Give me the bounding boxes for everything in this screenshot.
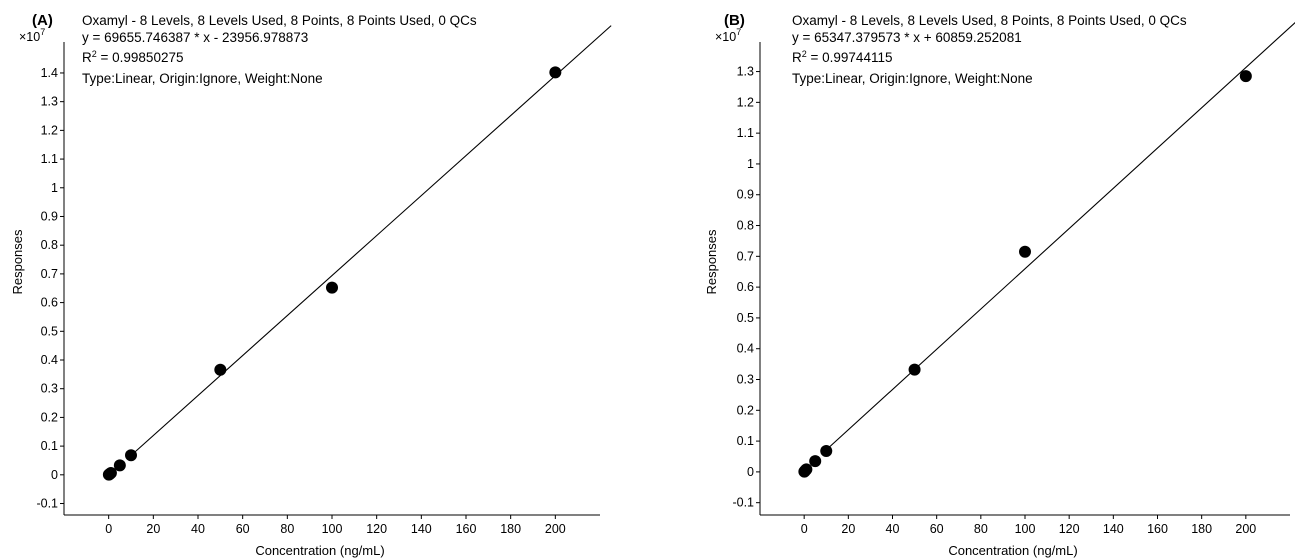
- y-tick-label: 0.7: [41, 267, 58, 281]
- r-squared: R2 = 0.99850275: [82, 49, 183, 65]
- x-tick-label: 40: [191, 522, 205, 536]
- y-tick-label: 0.3: [737, 373, 754, 387]
- x-tick-label: 120: [366, 522, 387, 536]
- data-point: [800, 463, 813, 476]
- panel-a: (A) Oxamyl - 8 Levels, 8 Levels Used, 8 P…: [10, 12, 612, 558]
- y-tick-label: -0.1: [36, 497, 58, 511]
- y-tick-label: 0.4: [737, 342, 754, 356]
- data-point: [113, 459, 126, 472]
- r-squared-symbol: R: [82, 50, 92, 65]
- y-tick-label: -0.1: [732, 496, 754, 510]
- axis-multiplier-exponent: 7: [40, 27, 45, 37]
- y-axis-title: Responses: [10, 229, 25, 295]
- y-tick-label: 0.2: [737, 403, 754, 417]
- regression-line: [825, 21, 1295, 451]
- y-tick-label: 0.5: [41, 324, 58, 338]
- y-tick-label: 1.4: [41, 66, 58, 80]
- data-point: [1239, 70, 1252, 83]
- r-squared-superscript: 2: [802, 49, 807, 59]
- y-tick-label: 0.1: [41, 439, 58, 453]
- y-tick-label: 0.8: [41, 238, 58, 252]
- data-point: [549, 66, 562, 79]
- x-tick-label: 160: [456, 522, 477, 536]
- regression-line: [130, 25, 612, 456]
- chart-title: Oxamyl - 8 Levels, 8 Levels Used, 8 Poin…: [792, 13, 1187, 28]
- x-tick-label: 160: [1147, 522, 1168, 536]
- panel-label: (A): [32, 12, 53, 29]
- x-tick-label: 80: [974, 522, 988, 536]
- x-axis-title: Concentration (ng/mL): [255, 543, 384, 558]
- y-tick-label: 0.8: [737, 219, 754, 233]
- r-squared-value: = 0.99850275: [97, 50, 184, 65]
- y-tick-label: 1.2: [737, 95, 754, 109]
- x-tick-label: 100: [322, 522, 343, 536]
- data-point: [1019, 245, 1031, 258]
- y-tick-label: 1: [747, 157, 754, 171]
- y-tick-label: 0.1: [737, 434, 754, 448]
- y-tick-label: 0.2: [41, 410, 58, 424]
- axis-multiplier: ×107: [19, 27, 45, 44]
- x-tick-label: 100: [1015, 522, 1036, 536]
- y-tick-label: 0.3: [41, 382, 58, 396]
- axis-multiplier: ×107: [715, 27, 741, 44]
- data-point: [125, 449, 137, 462]
- x-tick-label: 200: [1235, 522, 1256, 536]
- x-tick-label: 180: [1191, 522, 1212, 536]
- y-tick-label: 0.6: [737, 280, 754, 294]
- x-tick-label: 80: [280, 522, 294, 536]
- y-tick-label: 0.6: [41, 296, 58, 310]
- y-tick-label: 1: [51, 181, 58, 195]
- x-tick-label: 0: [105, 522, 112, 536]
- data-point: [104, 466, 117, 479]
- chart-title: Oxamyl - 8 Levels, 8 Levels Used, 8 Poin…: [82, 13, 477, 28]
- x-tick-label: 200: [545, 522, 566, 536]
- x-tick-label: 60: [930, 522, 944, 536]
- x-tick-label: 140: [411, 522, 432, 536]
- fit-equation: y = 65347.379573 * x + 60859.252081: [792, 30, 1022, 45]
- data-point: [214, 363, 227, 376]
- y-tick-label: 1.2: [41, 123, 58, 137]
- x-tick-label: 20: [841, 522, 855, 536]
- axis-multiplier-base: ×10: [715, 30, 736, 44]
- y-axis-title: Responses: [704, 229, 719, 295]
- axis-multiplier-base: ×10: [19, 30, 40, 44]
- y-tick-label: 0.9: [41, 209, 58, 223]
- x-tick-label: 140: [1103, 522, 1124, 536]
- y-tick-label: 1.1: [41, 152, 58, 166]
- data-point: [820, 444, 833, 457]
- fit-info: Type:Linear, Origin:Ignore, Weight:None: [792, 71, 1033, 86]
- y-tick-label: 0.5: [737, 311, 754, 325]
- x-tick-label: 40: [886, 522, 900, 536]
- data-point: [908, 363, 921, 376]
- r-squared-symbol: R: [792, 50, 802, 65]
- r-squared-superscript: 2: [92, 49, 97, 59]
- y-tick-label: 1.1: [737, 126, 754, 140]
- x-tick-label: 0: [801, 522, 808, 536]
- y-tick-label: 0: [51, 468, 58, 482]
- x-tick-label: 20: [146, 522, 160, 536]
- fit-equation: y = 69655.746387 * x - 23956.978873: [82, 30, 308, 45]
- y-tick-label: 0.7: [737, 249, 754, 263]
- y-tick-label: 0.9: [737, 188, 754, 202]
- axis-multiplier-exponent: 7: [736, 27, 741, 37]
- data-point: [809, 455, 822, 468]
- r-squared: R2 = 0.99744115: [792, 49, 892, 65]
- r-squared-value: = 0.99744115: [807, 50, 893, 65]
- y-tick-label: 0.4: [41, 353, 58, 367]
- y-tick-label: 1.3: [41, 95, 58, 109]
- x-axis-title: Concentration (ng/mL): [948, 543, 1077, 558]
- x-tick-label: 120: [1059, 522, 1080, 536]
- x-tick-label: 180: [500, 522, 521, 536]
- y-tick-label: 1.3: [737, 65, 754, 79]
- panel-label: (B): [724, 12, 745, 29]
- data-point: [326, 281, 338, 294]
- fit-info: Type:Linear, Origin:Ignore, Weight:None: [82, 71, 323, 86]
- panel-b: (B) Oxamyl - 8 Levels, 8 Levels Used, 8 P…: [704, 12, 1295, 558]
- y-tick-label: 0: [747, 465, 754, 479]
- x-tick-label: 60: [236, 522, 250, 536]
